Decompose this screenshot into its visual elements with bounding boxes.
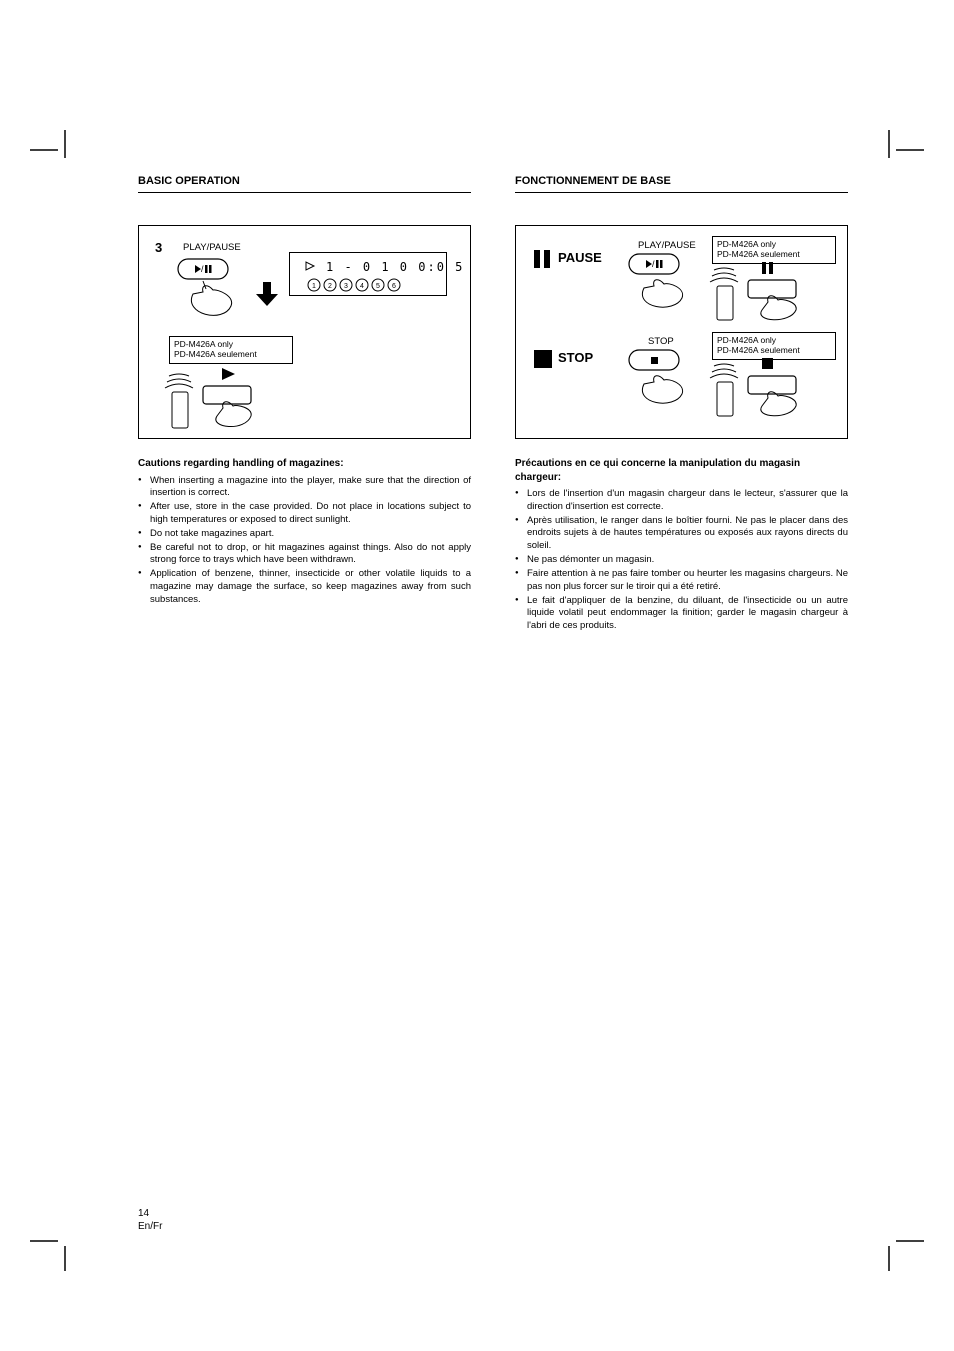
- crop-mark-tr: [884, 130, 924, 170]
- stop-button-r-icon: [624, 348, 694, 412]
- right-heading: FONCTIONNEMENT DE BASE: [515, 175, 848, 187]
- list-item: When inserting a magazine into the playe…: [138, 475, 471, 501]
- list-item: Après utilisation, le ranger dans le boî…: [515, 515, 848, 553]
- play-pause-button-l-icon: /: [173, 254, 243, 326]
- svg-text:/: /: [201, 264, 204, 274]
- remote-stop-r-icon: [712, 358, 822, 420]
- page-lang: En/Fr: [138, 1221, 162, 1232]
- list-item: Le fait d'appliquer de la benzine, du di…: [515, 595, 848, 633]
- model-box-r2: PD-M426A only PD-M426A seulement: [712, 332, 836, 360]
- list-item: Application of benzene, thinner, insecti…: [138, 568, 471, 606]
- list-item: Faire attention à ne pas faire tomber ou…: [515, 568, 848, 594]
- model-box-l: PD-M426A only PD-M426A seulement: [169, 336, 293, 364]
- right-text-col: Précautions en ce qui concerne la manipu…: [515, 457, 848, 634]
- right-subtitle: Précautions en ce qui concerne la manipu…: [515, 457, 848, 484]
- left-text-col: Cautions regarding handling of magazines…: [138, 457, 471, 634]
- left-bullet-list: When inserting a magazine into the playe…: [138, 475, 471, 607]
- list-item: Be careful not to drop, or hit magazines…: [138, 542, 471, 568]
- right-rule: [515, 192, 848, 193]
- remote-play-l-icon: [167, 366, 277, 430]
- crop-mark-br: [884, 1231, 924, 1271]
- svg-text:2: 2: [328, 283, 332, 290]
- svg-text:6: 6: [392, 283, 396, 290]
- page-number: 14: [138, 1208, 149, 1219]
- list-item: After use, store in the case provided. D…: [138, 501, 471, 527]
- list-item: Lors de l'insertion d'un magasin chargeu…: [515, 488, 848, 514]
- svg-text:4: 4: [360, 283, 364, 290]
- play-pause-label-l: PLAY/PAUSE: [183, 242, 241, 253]
- lcd-display: 1 - 0 1 0 0:0 5 1 2 3 4 5 6: [289, 252, 447, 296]
- page-footer: 14 En/Fr: [138, 1207, 162, 1233]
- crop-mark-bl: [30, 1231, 70, 1271]
- stop-icon: [532, 348, 554, 370]
- lcd-line1: 1 - 0 1 0 0:0 5: [326, 260, 464, 274]
- stop-label-r: STOP: [648, 336, 674, 347]
- svg-text:3: 3: [344, 283, 348, 290]
- svg-text:/: /: [652, 259, 655, 269]
- right-diagram: PAUSE PLAY/PAUSE / PD-M426A only PD-M426…: [515, 225, 848, 439]
- left-diagram: 3 PLAY/PAUSE /: [138, 225, 471, 439]
- list-item: Do not take magazines apart.: [138, 528, 471, 541]
- play-pause-button-r-icon: /: [624, 252, 694, 316]
- remote-pause-r-icon: [712, 262, 822, 324]
- svg-text:5: 5: [376, 283, 380, 290]
- play-pause-label-r: PLAY/PAUSE: [638, 240, 696, 251]
- svg-text:1: 1: [312, 283, 316, 290]
- left-rule: [138, 192, 471, 193]
- left-subtitle: Cautions regarding handling of magazines…: [138, 457, 471, 471]
- down-arrow-icon: [254, 282, 280, 308]
- list-item: Ne pas démonter un magasin.: [515, 554, 848, 567]
- model-box-r1: PD-M426A only PD-M426A seulement: [712, 236, 836, 264]
- pause-word: PAUSE: [558, 250, 602, 265]
- pause-icon: [532, 248, 554, 270]
- right-bullet-list: Lors de l'insertion d'un magasin chargeu…: [515, 488, 848, 633]
- step-number: 3: [155, 240, 162, 255]
- stop-word: STOP: [558, 350, 593, 365]
- crop-mark-tl: [30, 130, 70, 170]
- left-heading: BASIC OPERATION: [138, 175, 471, 187]
